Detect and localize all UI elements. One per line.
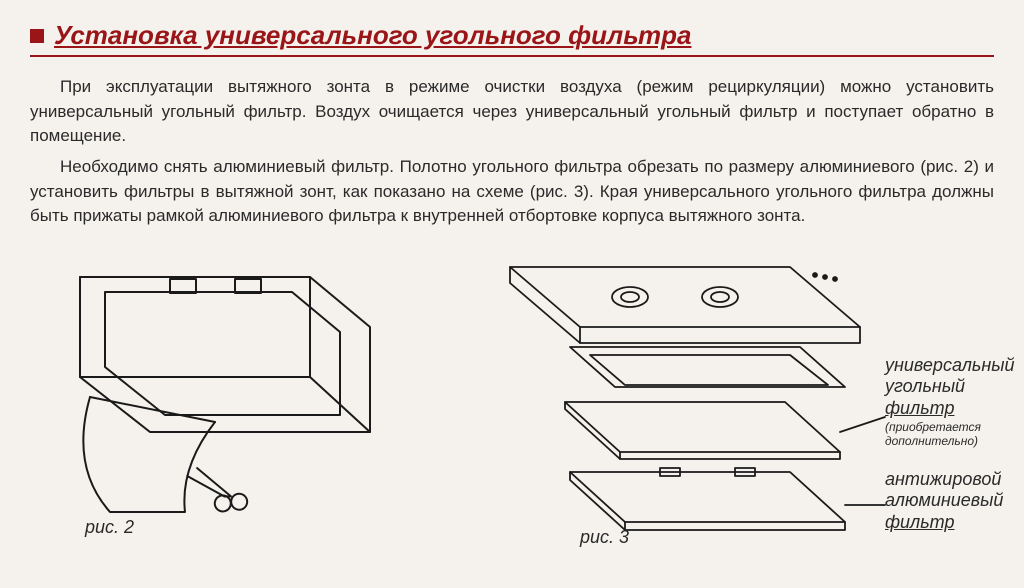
- fig3-caption: рис. 3: [580, 527, 629, 548]
- fig2-drawing: [30, 247, 400, 547]
- callout-line: фильтр: [885, 398, 1024, 420]
- title-bullet-icon: [30, 29, 44, 43]
- callout-subtext: (приобретается дополнительно): [885, 420, 1024, 449]
- callout-line: антижировой: [885, 469, 1024, 491]
- callout-line: алюминиевый: [885, 490, 1024, 512]
- figures-area: рис. 2: [30, 247, 994, 567]
- paragraph-2: Необходимо снять алюминиевый фильтр. Пол…: [30, 155, 994, 229]
- figure-3: универсальный угольный фильтр (приобрета…: [440, 247, 1020, 557]
- fig2-caption: рис. 2: [85, 517, 134, 538]
- callout-carbon-filter: универсальный угольный фильтр (приобрета…: [885, 355, 1024, 449]
- callout-line: фильтр: [885, 512, 1024, 534]
- paragraph-1: При эксплуатации вытяжного зонта в режим…: [30, 75, 994, 149]
- title-bar: Установка универсального угольного фильт…: [30, 20, 994, 57]
- page-title: Установка универсального угольного фильт…: [54, 20, 691, 51]
- callout-line: угольный: [885, 376, 1024, 398]
- callout-aluminium-filter: антижировой алюминиевый фильтр: [885, 469, 1024, 534]
- figure-2: рис. 2: [30, 247, 400, 547]
- callout-line: универсальный: [885, 355, 1024, 377]
